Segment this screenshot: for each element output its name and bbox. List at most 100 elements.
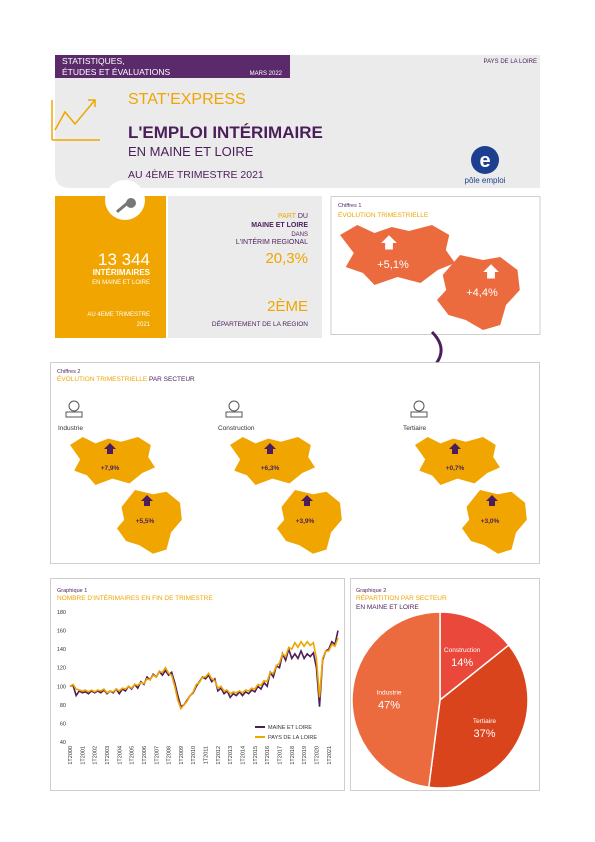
logo-letter: e [479,150,490,172]
caption: Graphique 2 [356,588,386,594]
slice-name: Construction [444,647,481,654]
header-background [55,55,540,188]
y-tick-label: 120 [57,666,66,672]
legend-label: PAYS DE LA LOIRE [268,735,317,741]
band-line: ÉTUDES ET ÉVALUATIONS [62,67,170,77]
sector-name: Tertiaire [403,425,427,432]
icon-head [68,400,80,412]
icon-body [410,411,428,418]
x-tick-label: 1T2016 [265,746,271,765]
slice-value: 37% [473,728,495,740]
header-date: MARS 2022 [250,71,283,77]
rank-label: DÉPARTEMENT DE LA REGION [212,319,308,328]
x-tick-label: 1T2018 [290,746,296,765]
x-tick-label: 1T2002 [93,746,99,765]
band-line: STATISTIQUES, [62,56,125,66]
share-line: DANS [291,232,308,238]
y-tick-label: 100 [57,684,66,690]
x-tick-label: 1T2003 [105,746,111,765]
section-title: ÉVOLUTION TRIMESTRIELLE [338,210,429,219]
evolution-value: +3,9% [296,518,315,525]
caption: Graphique 1 [57,588,87,594]
y-tick-label: 160 [57,629,66,635]
y-tick-label: 40 [60,740,66,746]
chart-subtitle: EN MAINE ET LOIRE [356,604,419,611]
evolution-value: +4,4% [466,287,498,299]
pie-slice [439,611,510,702]
slice-name: Tertiaire [473,718,497,725]
title-part: ÉVOLUTION TRIMESTRIELLE [57,374,148,383]
evolution-value: +3,0% [481,518,500,525]
key-icon [115,198,136,214]
icon-head [228,400,240,412]
section-title: ÉVOLUTION TRIMESTRIELLE PAR SECTEUR [57,374,195,383]
kpi-share-card [168,196,322,338]
y-tick-label: 80 [60,703,66,709]
title: L'EMPLOI INTÉRIMAIRE [128,123,323,142]
kpi-count-sub: EN MAINE ET LOIRE [92,280,150,286]
evolution-value: +7,9% [101,465,120,472]
x-tick-label: 1T2017 [277,746,283,765]
x-tick-label: 1T2010 [191,746,197,765]
x-tick-label: 1T2006 [142,746,148,765]
x-tick-label: 1T2012 [216,746,222,765]
x-tick-label: 1T2007 [154,746,160,765]
sector-icon [410,400,428,418]
x-tick-label: 1T2011 [204,746,210,764]
chart-icon [51,99,100,141]
icon-body [65,411,83,418]
header-region: PAYS DE LA LOIRE [484,59,537,65]
evolution-value: +5,1% [377,259,409,271]
subtitle: EN MAINE ET LOIRE [128,144,254,159]
period: AU 4ÈME TRIMESTRE 2021 [128,168,264,181]
sector-name: Industrie [58,425,83,432]
x-tick-label: 1T2009 [179,746,185,765]
x-tick-label: 1T2005 [130,746,136,765]
icon-body [225,411,243,418]
kpi-period: 2021 [137,322,151,328]
x-tick-label: 1T2021 [327,746,333,765]
share-value: 20,3% [265,250,308,267]
x-tick-label: 1T2013 [228,746,234,765]
x-tick-label: 1T2019 [302,746,308,765]
sector-icon [65,400,83,418]
caption: Chiffres 1 [338,203,361,209]
y-tick-label: 60 [60,721,66,727]
sector-icon [225,400,243,418]
share-word: PART [278,213,297,220]
pie-slice [351,611,441,789]
line-chart: 40 60 80 100 120 140 160 180 1T2000 1T2001 1T2002 1… [57,610,339,765]
x-tick-label: 1T2000 [68,746,74,765]
slice-name: Industrie [377,690,402,697]
sectors: Industrie +7,9% +5,5% Construction +6,3% +3,9… [58,400,527,554]
line-series [69,637,339,711]
caption: Chiffres 2 [57,369,80,375]
legend-label: MAINE ET LOIRE [268,725,312,731]
kpi-count: 13 344 [98,250,150,269]
chart-title: RÉPARTITION PAR SECTEUR [356,593,447,602]
kpi-card [55,196,166,338]
icon-head [413,400,425,412]
key-badge [105,180,145,220]
chart-title: NOMBRE D'INTÉRIMAIRES EN FIN DE TRIMESTR… [57,593,213,602]
rank: 2ÈME [267,298,308,315]
x-tick-label: 1T2015 [253,746,259,765]
logo-mark [471,146,499,174]
evolution-value: +6,3% [261,465,280,472]
pie-slice [427,644,529,789]
evolution-value: +5,5% [136,518,155,525]
share-word: DU [298,213,308,220]
slice-value: 47% [378,700,400,712]
logo-text: pôle emploi [465,176,506,185]
evolution-value: +0,7% [446,465,465,472]
pie-chart: Construction 14% Tertiaire 37% Industrie 47% [351,611,529,789]
share-line: MAINE ET LOIRE [251,222,308,229]
x-tick-label: 1T2008 [167,746,173,765]
title-part: PAR SECTEUR [147,376,195,383]
x-tick-label: 1T2004 [117,746,123,765]
x-tick-label: 1T2014 [241,746,247,765]
share-line: PART DU [278,213,308,220]
y-tick-label: 180 [57,610,66,616]
